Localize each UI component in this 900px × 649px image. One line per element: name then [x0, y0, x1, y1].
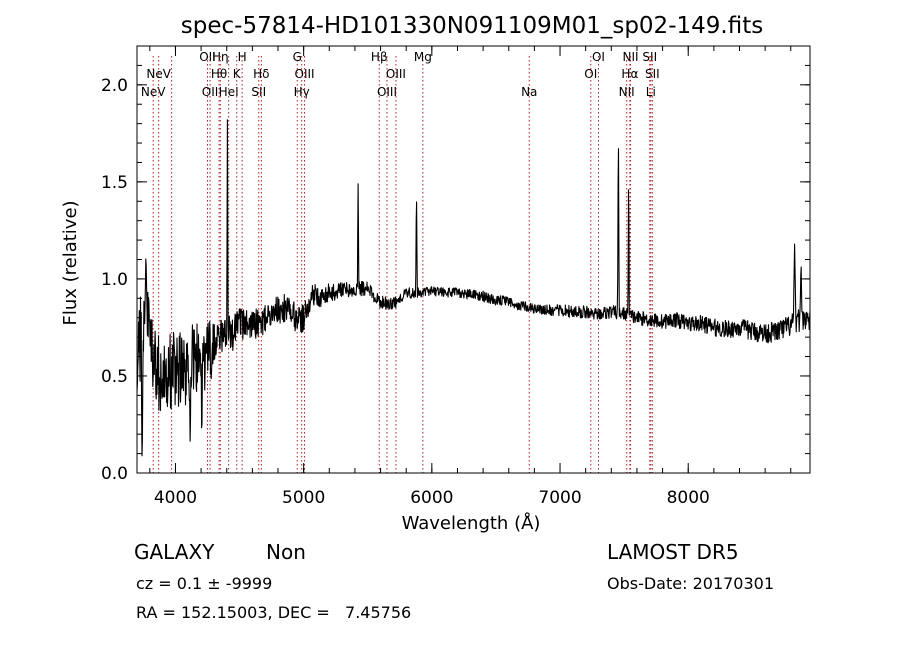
- line-marker-label: NII: [619, 85, 635, 99]
- spectrum-series: [136, 119, 811, 457]
- line-marker-label: OI: [592, 50, 605, 64]
- line-marker-label: Li: [646, 85, 656, 99]
- y-tick-label: 1.0: [101, 270, 128, 290]
- line-marker-label: G: [293, 50, 302, 64]
- axis-ticks: 4000 5000 6000 7000 8000 0.0 0.5 1.0 1.5 2.0: [101, 45, 810, 508]
- y-tick-label: 0.5: [101, 367, 128, 387]
- line-marker-label: Hδ: [253, 67, 269, 81]
- survey-label: LAMOST DR5: [607, 540, 739, 564]
- line-marker-label: SII: [642, 50, 657, 64]
- line-marker-label: Hγ: [294, 85, 310, 99]
- class-label: GALAXY: [134, 540, 215, 564]
- cz-readout: cz = 0.1 ± -9999: [136, 574, 273, 593]
- line-marker-label: Hη: [212, 50, 229, 64]
- line-marker-label: SII: [251, 85, 266, 99]
- line-marker-label: NeV: [141, 85, 166, 99]
- subclass-label: Non: [266, 540, 306, 564]
- x-tick-label: 4000: [154, 488, 197, 508]
- line-marker-label: H: [238, 50, 247, 64]
- line-marker-label: OII: [202, 85, 219, 99]
- line-marker-label: Hβ: [371, 50, 388, 64]
- line-marker-label: Hα: [621, 67, 638, 81]
- line-marker-label: OII: [199, 50, 216, 64]
- y-axis-label: Flux (relative): [60, 200, 81, 325]
- x-tick-label: 5000: [282, 488, 325, 508]
- line-marker-label: OI: [584, 67, 597, 81]
- chart-title: spec-57814-HD101330N091109M01_sp02-149.f…: [181, 13, 763, 39]
- line-marker-label: OIII: [386, 67, 406, 81]
- line-marker-label: SII: [645, 67, 660, 81]
- y-tick-label: 0.0: [101, 464, 128, 484]
- y-tick-label: 1.5: [101, 173, 128, 193]
- line-marker-label: NII: [623, 50, 639, 64]
- line-marker-label: Mg: [414, 50, 432, 64]
- line-markers: NeVNeVOIIOIIHηHθHeIKHSIIHδGOIIIHγHβOIIIO…: [141, 50, 660, 473]
- x-tick-label: 7000: [538, 488, 581, 508]
- spectrum-line: [136, 119, 811, 457]
- x-tick-label: 6000: [410, 488, 453, 508]
- x-tick-label: 8000: [667, 488, 710, 508]
- y-tick-label: 2.0: [101, 76, 128, 96]
- line-marker-label: OIII: [295, 67, 315, 81]
- line-marker-label: Na: [521, 85, 537, 99]
- x-axis-label: Wavelength (Å): [402, 512, 541, 534]
- plot-frame: [136, 45, 811, 474]
- line-marker-label: OIII: [377, 85, 397, 99]
- coordinates-readout: RA = 152.15003, DEC = 7.45756: [136, 603, 412, 622]
- line-marker-label: NeV: [146, 67, 171, 81]
- obs-date: Obs-Date: 20170301: [607, 574, 775, 593]
- line-marker-label: Hθ: [211, 67, 227, 81]
- line-marker-label: K: [233, 67, 242, 81]
- line-marker-label: HeI: [219, 85, 239, 99]
